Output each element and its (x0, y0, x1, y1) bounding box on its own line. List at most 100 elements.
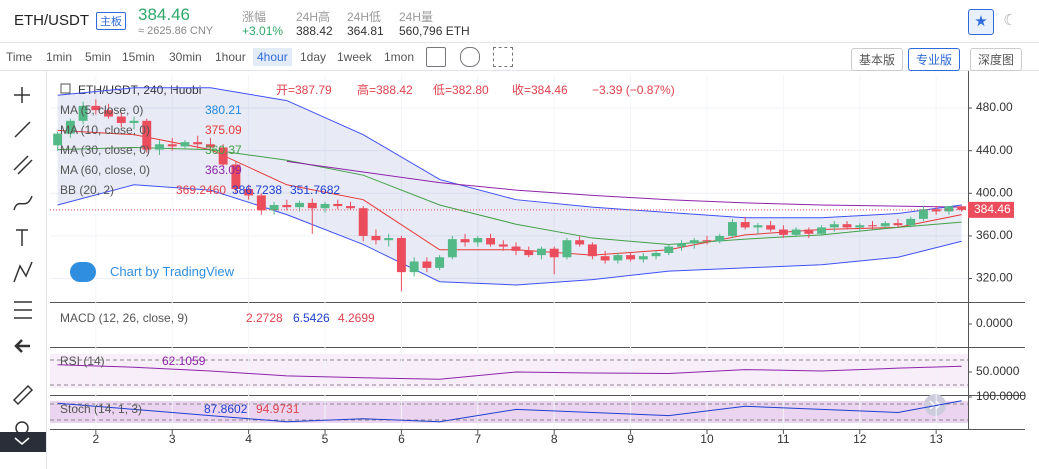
view-button[interactable]: 深度图 (970, 48, 1023, 71)
interval-button[interactable]: 1min (46, 50, 73, 64)
candle-body (918, 209, 928, 219)
indicator-value: 4.2699 (338, 311, 375, 325)
interval-button[interactable]: 1week (337, 50, 372, 64)
fib-tool[interactable] (14, 301, 32, 319)
candle-body (307, 202, 317, 209)
stat-value: +3.01% (242, 24, 284, 38)
candle-body (78, 105, 88, 121)
candle-body (753, 225, 763, 228)
candle-body (638, 256, 648, 260)
candle-body (295, 202, 305, 208)
chart-type-button[interactable] (426, 47, 446, 67)
ma-line (286, 160, 962, 208)
candle-body (664, 246, 674, 253)
candle-body (435, 257, 445, 268)
interval-button[interactable]: 1mon (384, 50, 415, 64)
back-tool[interactable] (14, 339, 30, 353)
bollinger-line (57, 184, 962, 286)
indicator-name: MACD (12, 26, close, 9) (60, 311, 188, 325)
candle-body (231, 164, 241, 190)
price: 384.46 (138, 5, 190, 24)
settings-button[interactable] (460, 47, 480, 67)
stat-label: 24H高 (296, 10, 331, 24)
candle-body (282, 205, 292, 208)
fullscreen-button[interactable] (493, 47, 513, 67)
interval-button[interactable]: 30min (169, 50, 202, 64)
candle-body (689, 240, 699, 244)
indicator-value: 360.37 (205, 143, 242, 157)
indicator-name: MA (5, close, 0) (60, 103, 143, 117)
candle-body (791, 229, 801, 235)
view-button[interactable]: 基本版 (851, 48, 904, 71)
chart-title: ETH/USDT, 240, Huobi (78, 83, 201, 97)
stoch-band (50, 401, 968, 423)
candle-body (651, 252, 661, 257)
indicator-value: 87.8602 (204, 402, 248, 416)
candle-body (511, 246, 521, 251)
interval-button[interactable]: 5min (85, 50, 112, 64)
trend-tool[interactable] (14, 121, 31, 138)
candle-body (613, 255, 623, 261)
x-tick-label: 6 (398, 432, 405, 446)
candle-body (205, 144, 215, 148)
candle-body (384, 238, 394, 241)
x-tick-label: 5 (322, 432, 329, 446)
interval-button[interactable]: 15min (122, 50, 155, 64)
candle-body (256, 195, 266, 211)
candle-body (944, 206, 954, 212)
crosshair-tool[interactable] (14, 87, 30, 103)
y-tick-label: 320.00 (976, 271, 1013, 285)
y-tick-label: 480.00 (976, 100, 1013, 114)
candle-body (727, 222, 737, 236)
indicator-name: RSI (14) (60, 354, 105, 368)
x-tick-label: 10 (700, 432, 714, 446)
y-tick-label: 440.00 (976, 143, 1013, 157)
stat-label: 24H低 (347, 10, 382, 24)
last-price-tag (968, 201, 1014, 218)
ohlc-readout: 收=384.46 (512, 83, 568, 97)
x-tick-label: 9 (627, 432, 634, 446)
indicator-name: MA (60, close, 0) (60, 163, 150, 177)
rsi-line (57, 364, 962, 380)
candle-body (104, 110, 114, 117)
theme-button[interactable]: ☾ (1003, 12, 1017, 29)
indicator-value: 380.21 (205, 103, 242, 117)
channel-tool[interactable] (13, 155, 33, 175)
candle-body (498, 244, 508, 247)
x-tick-label: 13 (929, 432, 943, 446)
pattern-tool[interactable] (13, 261, 33, 283)
brush-tool[interactable] (13, 195, 33, 211)
y-tick-label: 400.00 (976, 185, 1013, 199)
candle-body (53, 133, 63, 146)
ohlc-readout: 开=387.79 (276, 83, 332, 97)
ruler-tool[interactable] (12, 384, 34, 406)
candle-body (333, 203, 343, 207)
interval-button[interactable]: 1day (300, 50, 327, 64)
badge: 主板 (96, 12, 126, 30)
indicator-name: Stoch (14, 1, 3) (60, 402, 142, 416)
collapse-legend[interactable] (60, 83, 71, 94)
drawing-tools[interactable] (12, 87, 34, 435)
y-tick-label: 100.0000 (976, 389, 1026, 403)
candle-body (766, 225, 776, 230)
candle-body (817, 227, 827, 234)
candle-body (409, 261, 419, 273)
view-button[interactable]: 专业版 (908, 48, 961, 71)
candle-body (626, 255, 636, 260)
candle-body (893, 223, 903, 226)
interval-button[interactable]: 1hour (215, 50, 246, 64)
ohlc-readout: 低=382.80 (433, 83, 489, 97)
x-tick-label: 7 (474, 432, 481, 446)
x-tick-label: 4 (245, 432, 252, 446)
indicator-name: BB (20, 2) (60, 183, 114, 197)
favorite-button[interactable]: ★ (968, 9, 994, 35)
collapse-button[interactable] (0, 432, 46, 452)
candle-body (906, 218, 916, 226)
indicator-value: 369.2460 (176, 183, 226, 197)
indicator-value: 363.09 (205, 163, 242, 177)
interval-button[interactable]: 4hour (253, 48, 292, 66)
text-tool[interactable] (16, 229, 28, 246)
candle-body (957, 206, 967, 210)
